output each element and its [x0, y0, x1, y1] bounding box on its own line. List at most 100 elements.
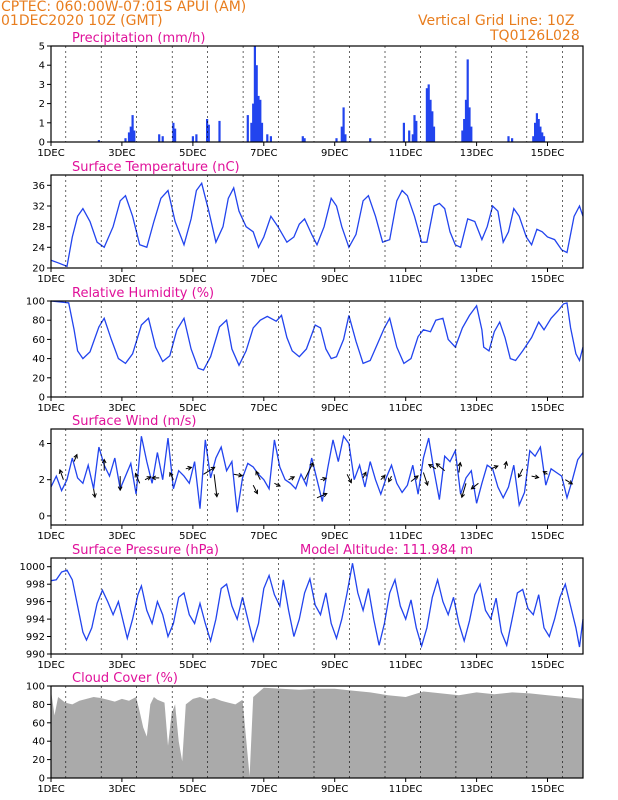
- pressure-line: [50, 563, 584, 649]
- wind-vector-arrow: [565, 479, 573, 485]
- precipitation-bar: [408, 130, 411, 142]
- precipitation-bar: [259, 99, 262, 142]
- precipitation-bar: [429, 99, 432, 142]
- precipitation-bar: [218, 120, 221, 142]
- x-tick-label: 5DEC: [179, 660, 206, 671]
- x-tick-label: 5DEC: [179, 274, 206, 285]
- y-tick-label: 4: [39, 61, 45, 72]
- y-tick-label: 2: [39, 99, 45, 110]
- precipitation-bar: [255, 65, 258, 142]
- precipitation-bar: [342, 107, 345, 142]
- precipitation-bar: [537, 119, 540, 142]
- x-tick-label: 11DEC: [389, 148, 423, 159]
- header-grid-line: Vertical Grid Line: 10Z: [418, 13, 575, 29]
- wind-arrow-head: [347, 478, 352, 484]
- x-tick-label: 7DEC: [250, 403, 277, 414]
- x-tick-label: 1DEC: [37, 274, 64, 285]
- x-tick-label: 1DEC: [37, 660, 64, 671]
- cloud-cover-frame: [50, 685, 584, 779]
- precipitation-bar: [468, 107, 471, 142]
- wind-vector-arrow: [410, 475, 419, 482]
- precipitation-bar: [466, 59, 469, 142]
- cloud-cover-area: [51, 687, 583, 778]
- precipitation-title: Precipitation (mm/h): [72, 31, 205, 46]
- wind-arrow-head: [151, 475, 156, 481]
- precipitation-bar: [431, 111, 434, 142]
- wind-vector-arrow: [274, 482, 281, 487]
- x-tick-label: 13DEC: [460, 148, 494, 159]
- wind-arrow-head: [503, 460, 509, 466]
- x-tick-label: 9DEC: [321, 403, 348, 414]
- x-tick-label: 7DEC: [250, 784, 277, 795]
- precipitation-bar: [340, 126, 343, 142]
- y-tick-label: 3: [39, 80, 45, 91]
- x-tick-label: 11DEC: [389, 531, 423, 542]
- precipitation-bar: [432, 126, 436, 142]
- wind-vector-arrow: [531, 475, 539, 478]
- precipitation-bar: [369, 138, 372, 142]
- y-tick-label: 1: [39, 118, 45, 129]
- y-tick-label: 24: [32, 243, 45, 254]
- y-tick-label: 32: [32, 202, 45, 213]
- y-tick-label: 2: [39, 475, 45, 486]
- precipitation-bar: [542, 136, 546, 142]
- humidity-frame: [50, 300, 584, 398]
- wind-vector-arrow: [73, 454, 78, 462]
- wind-arrow-head: [117, 486, 123, 492]
- pressure-frame: [50, 557, 584, 655]
- precipitation-bar: [158, 134, 161, 142]
- precipitation-bar: [344, 134, 347, 142]
- x-tick-label: 15DEC: [531, 274, 565, 285]
- wind-arrow-head: [134, 472, 139, 478]
- x-tick-label: 1DEC: [37, 531, 64, 542]
- x-tick-label: 3DEC: [108, 148, 135, 159]
- wind-arrow-head: [290, 476, 296, 481]
- wind-vector-arrow: [169, 472, 174, 480]
- precipitation-bar: [464, 99, 468, 142]
- precipitation-bar: [207, 124, 210, 142]
- precipitation-bar: [303, 138, 306, 142]
- x-tick-label: 3DEC: [108, 784, 135, 795]
- precipitation-bar: [257, 95, 260, 142]
- wind-vector-arrow: [458, 462, 461, 473]
- x-tick-label: 9DEC: [321, 660, 348, 671]
- wind-vector-arrow: [428, 464, 437, 470]
- x-tick-label: 9DEC: [321, 148, 348, 159]
- y-tick-label: 0: [39, 774, 45, 785]
- x-tick-label: 13DEC: [460, 403, 494, 414]
- precipitation-bar: [541, 132, 544, 142]
- cloud-cover-title: Cloud Cover (%): [72, 671, 178, 686]
- wind-arrow-head: [58, 468, 64, 474]
- precipitation-frame: [50, 45, 584, 143]
- wind-vector-arrow: [461, 483, 467, 498]
- x-tick-label: 5DEC: [179, 531, 206, 542]
- wind-vector-arrow: [304, 462, 314, 480]
- x-tick-label: 1DEC: [37, 403, 64, 414]
- y-tick-label: 4: [39, 439, 45, 450]
- wind-arrow-head: [460, 493, 465, 499]
- precipitation-bar: [470, 126, 473, 142]
- x-tick-label: 11DEC: [389, 403, 423, 414]
- wind-arrow-head: [73, 453, 78, 459]
- wind-arrow-head: [214, 492, 219, 498]
- x-tick-label: 7DEC: [250, 274, 277, 285]
- x-tick-label: 3DEC: [108, 531, 135, 542]
- x-tick-label: 15DEC: [531, 660, 565, 671]
- y-tick-label: 80: [32, 316, 45, 327]
- y-tick-label: 0: [39, 393, 45, 404]
- precipitation-bar: [415, 120, 418, 142]
- y-tick-label: 992: [26, 632, 45, 643]
- wind-arrow-head: [101, 458, 107, 464]
- x-tick-label: 1DEC: [37, 784, 64, 795]
- y-tick-label: 20: [32, 373, 45, 384]
- wind-vector-arrow: [504, 461, 507, 469]
- precipitation-bar: [172, 122, 175, 142]
- wind-vector-arrow: [93, 488, 96, 498]
- x-tick-label: 15DEC: [531, 403, 565, 414]
- y-tick-label: 5: [39, 42, 45, 53]
- y-tick-label: 28: [32, 222, 45, 233]
- x-tick-label: 15DEC: [531, 531, 565, 542]
- precipitation-bar: [511, 138, 514, 142]
- precipitation-bar: [301, 136, 304, 142]
- wind-arrow-head: [322, 492, 328, 498]
